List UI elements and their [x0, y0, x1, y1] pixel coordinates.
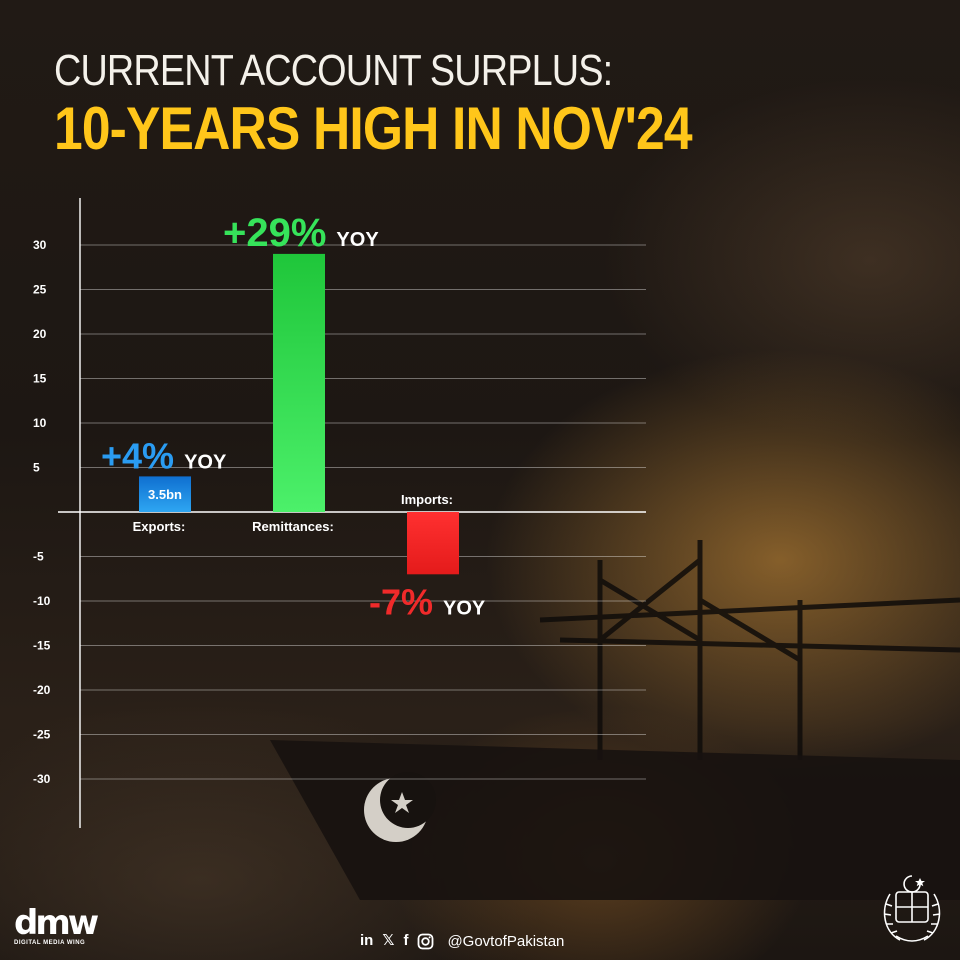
facebook-icon[interactable]: f — [403, 932, 409, 949]
instagram-icon[interactable] — [417, 933, 434, 950]
y-tick-label: 5 — [33, 461, 40, 475]
social-links: in 𝕏 f @GovtofPakistan — [360, 932, 564, 950]
bar-exports — [139, 476, 191, 512]
y-tick-label: -25 — [33, 728, 51, 742]
category-label: Exports: — [133, 519, 186, 534]
y-tick-label: 10 — [33, 416, 47, 430]
y-tick-label: 20 — [33, 327, 47, 341]
social-handle[interactable]: @GovtofPakistan — [447, 932, 565, 950]
title-line-1: CURRENT ACCOUNT SURPLUS: — [54, 46, 613, 95]
y-tick-label: -5 — [33, 550, 44, 564]
bar-percent: +29% — [223, 211, 326, 255]
bar-percent: +4% — [101, 435, 174, 476]
y-tick-label: -30 — [33, 772, 51, 786]
y-tick-label: 15 — [33, 372, 47, 386]
bar-percent: -7% — [369, 581, 433, 622]
bar-remittances — [273, 253, 325, 512]
y-tick-label: -10 — [33, 594, 51, 608]
category-label: Imports: — [401, 492, 453, 507]
bar-value-label: +4% YOY — [101, 435, 227, 476]
yoy-suffix: YOY — [184, 451, 227, 473]
bar-value-label: +29% YOY — [223, 211, 379, 255]
x-icon[interactable]: 𝕏 — [382, 932, 395, 949]
category-label: Remittances: — [252, 519, 334, 534]
linkedin-icon[interactable]: in — [360, 932, 374, 949]
bar-value-label: -7% YOY — [369, 581, 486, 622]
y-tick-label: 25 — [33, 283, 47, 297]
y-tick-label: 30 — [33, 238, 47, 252]
bar-imports — [407, 512, 459, 575]
bar-inner-label: 3.5bn — [148, 487, 182, 502]
title-line-2: 10-YEARS HIGH IN NOV'24 — [54, 95, 693, 162]
yoy-suffix: YOY — [336, 229, 379, 251]
y-tick-label: -20 — [33, 683, 51, 697]
y-tick-label: -15 — [33, 639, 51, 653]
yoy-suffix: YOY — [443, 597, 486, 619]
